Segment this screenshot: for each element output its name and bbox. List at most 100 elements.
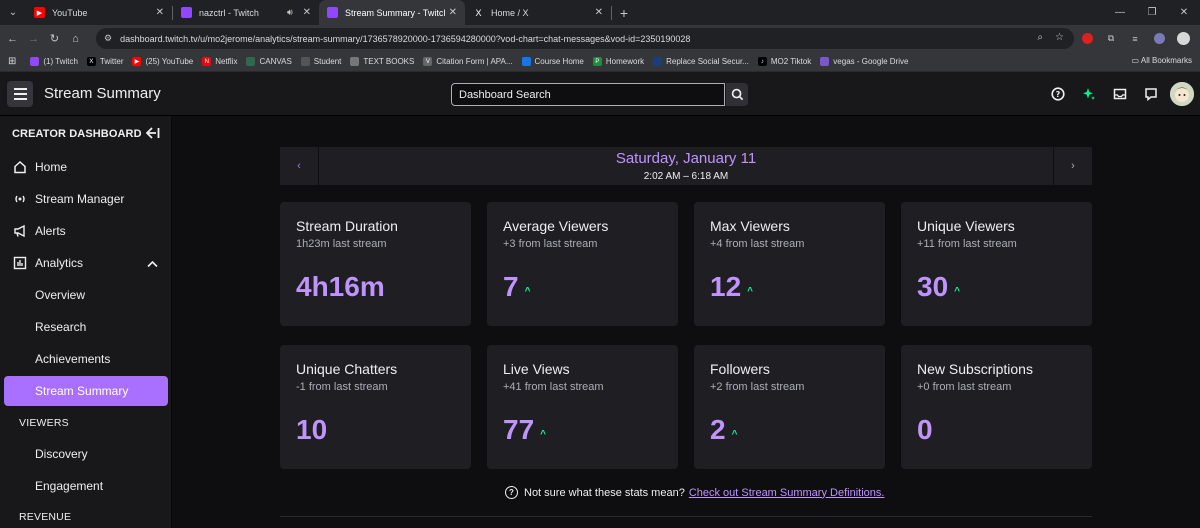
google-drive-icon (820, 57, 830, 66)
stat-value-text: 4h16m (296, 271, 385, 302)
sidebar-item-overview[interactable]: Overview (0, 280, 172, 310)
inbox-button[interactable] (1104, 87, 1135, 101)
sidebar-item-label: Engagement (35, 479, 104, 493)
bookmark-item[interactable]: TEXT BOOKS (350, 57, 414, 66)
bookmark-label: vegas - Google Drive (833, 57, 909, 66)
sidebar-item-analytics[interactable]: Analytics (0, 248, 172, 278)
page-title: Stream Summary (44, 85, 161, 102)
help-button[interactable]: ? (1042, 87, 1073, 101)
analytics-icon (13, 256, 27, 270)
stat-card-title: Stream Duration (296, 218, 398, 234)
bookmark-item[interactable]: P Homework (592, 57, 644, 66)
browser-tab-youtube[interactable]: ▶ YouTube ✕ (26, 0, 172, 25)
x-icon: X (475, 7, 482, 18)
bookmark-item[interactable]: (1) Twitch (30, 57, 78, 66)
reload-icon[interactable]: ↻ (49, 33, 60, 45)
sidebar-item-home[interactable]: Home (0, 152, 172, 182)
sidebar-item-engagement[interactable]: Engagement (0, 471, 172, 501)
stat-card-title: Unique Chatters (296, 361, 398, 377)
all-bookmarks-button[interactable]: ▭ All Bookmarks (1132, 56, 1192, 65)
reading-list-icon[interactable]: ≡ (1132, 33, 1138, 44)
bookmark-item[interactable]: ♪ MO2 Tiktok (757, 57, 811, 66)
stat-card-title: Live Views (503, 361, 570, 377)
home-browser-icon[interactable]: ⌂ (72, 32, 79, 45)
back-icon[interactable]: ← (7, 32, 18, 45)
top-nav-actions: ? (1042, 72, 1200, 116)
bookmark-item[interactable]: CANVAS (246, 57, 292, 66)
stat-card-title: Unique Viewers (917, 218, 1015, 234)
x-icon: X (86, 57, 96, 66)
restore-icon[interactable]: ❐ (1147, 7, 1157, 18)
bookmark-item[interactable]: Replace Social Secur... (653, 57, 749, 66)
whispers-button[interactable] (1135, 87, 1166, 101)
stream-date: Saturday, January 11 (615, 150, 757, 167)
stat-card-subtitle: +2 from last stream (710, 381, 805, 393)
new-tab-button[interactable]: + (619, 4, 629, 21)
bookmark-label: CANVAS (259, 57, 292, 66)
sidebar-heading: CREATOR DASHBOARD (12, 128, 142, 140)
sidebar-item-stream-summary[interactable]: Stream Summary (4, 376, 168, 406)
chevron-up-icon[interactable] (147, 257, 158, 271)
stat-card-unique-viewers: Unique Viewers +11 from last stream 30 ^ (901, 202, 1092, 326)
browser-tab-stream-summary[interactable]: Stream Summary - Twitch ✕ (319, 0, 465, 25)
extension-red-icon[interactable] (1080, 32, 1094, 46)
tab-title: nazctrl - Twitch (199, 7, 259, 18)
stat-card-followers: Followers +2 from last stream 2 ^ (694, 345, 885, 469)
sidebar-item-alerts[interactable]: Alerts (0, 216, 172, 246)
profile-extension-icon[interactable] (1152, 32, 1166, 46)
bookmark-item[interactable]: Student (300, 57, 341, 66)
twitch-icon (181, 7, 192, 18)
bookmark-item[interactable]: X Twitter (86, 57, 123, 66)
sidebar-item-discovery[interactable]: Discovery (0, 439, 172, 469)
bookmark-item[interactable]: V Citation Form | APA... (423, 57, 513, 66)
bookmark-star-icon[interactable]: ☆ (1055, 32, 1064, 43)
minimize-icon[interactable]: — (1115, 7, 1125, 18)
close-tab-icon[interactable]: ✕ (155, 7, 164, 18)
apps-grid-icon[interactable]: ⊞ (8, 56, 17, 67)
zoom-icon[interactable]: ⌕ (1037, 32, 1044, 43)
close-tab-icon[interactable]: ✕ (448, 7, 457, 18)
stats-help: ? Not sure what these stats mean? Check … (505, 486, 884, 499)
previous-stream-button[interactable]: ‹ (280, 147, 319, 185)
profile-avatar-icon[interactable] (1176, 32, 1190, 46)
sparkle-button[interactable] (1073, 87, 1104, 101)
sidebar-item-stream-manager[interactable]: Stream Manager (0, 184, 172, 214)
address-bar[interactable]: ⚙ dashboard.twitch.tv/u/mo2jerome/analyt… (96, 28, 1074, 49)
sidebar-item-label: Discovery (35, 447, 88, 461)
collapse-sidebar-icon[interactable] (145, 127, 160, 142)
close-tab-icon[interactable]: ✕ (594, 7, 603, 18)
folder-icon: ▭ (1131, 56, 1141, 65)
sidebar-item-label: Stream Manager (35, 192, 125, 206)
close-window-icon[interactable]: ✕ (1179, 7, 1189, 18)
forward-icon[interactable]: → (28, 32, 39, 45)
bookmark-item[interactable]: N Netflix (202, 57, 237, 66)
site-info-icon[interactable]: ⚙ (104, 33, 113, 43)
dashboard-top-nav: Stream Summary Dashboard Search ? (0, 72, 1200, 116)
bookmark-item[interactable]: Course Home (521, 57, 584, 66)
next-stream-button[interactable]: › (1053, 147, 1092, 185)
sidebar-item-achievements[interactable]: Achievements (0, 344, 172, 374)
user-avatar[interactable] (1170, 82, 1194, 106)
search-button[interactable] (726, 83, 748, 106)
puzzle-icon[interactable]: ⧉ (1107, 33, 1115, 43)
speaker-icon[interactable]: 🔊︎ (286, 7, 293, 17)
browser-tab-strip: ⌄ ▶ YouTube ✕ nazctrl - Twitch 🔊︎ ✕ Stre… (0, 0, 1200, 25)
stat-card-subtitle: 1h23m last stream (296, 238, 387, 250)
dashboard-search-input[interactable]: Dashboard Search (451, 83, 725, 106)
student-icon (300, 57, 310, 66)
sidebar-item-research[interactable]: Research (0, 312, 172, 342)
sidebar-section-viewers: VIEWERS (19, 417, 69, 429)
tab-search-icon[interactable]: ⌄ (8, 7, 18, 18)
stat-card-subtitle: +3 from last stream (503, 238, 598, 250)
definitions-link[interactable]: Check out Stream Summary Definitions. (688, 486, 885, 499)
close-tab-icon[interactable]: ✕ (302, 7, 311, 18)
tiktok-icon: ♪ (757, 57, 767, 66)
bookmark-item[interactable]: ▶ (25) YouTube (132, 57, 193, 66)
help-circle-icon: ? (505, 486, 518, 499)
bookmark-item[interactable]: vegas - Google Drive (820, 57, 908, 66)
browser-tab-x[interactable]: X Home / X ✕ (465, 0, 611, 25)
tab-separator (611, 5, 612, 20)
browser-tab-nazctrl[interactable]: nazctrl - Twitch 🔊︎ ✕ (173, 0, 319, 25)
menu-icon[interactable] (7, 80, 33, 107)
sidebar-section-revenue: REVENUE (19, 511, 72, 523)
